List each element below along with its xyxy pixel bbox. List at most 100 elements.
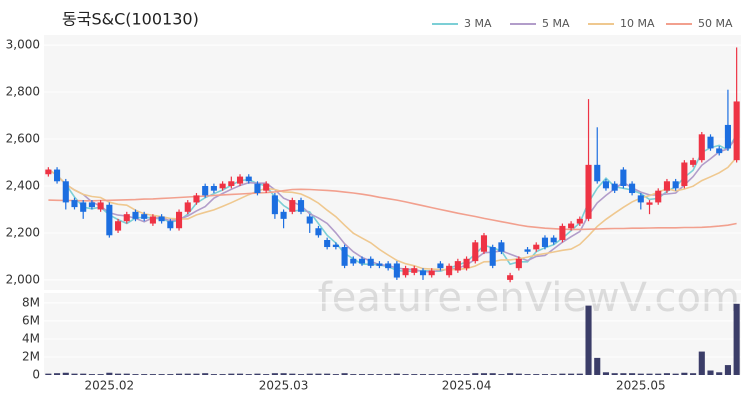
candle-body [115,221,122,231]
volume-bar [324,373,331,375]
y-tick-label: 2M [22,349,40,363]
candle-body [437,263,444,269]
candle-body [254,183,261,194]
volume-bar [663,373,670,375]
candle-body [646,202,653,205]
volume-bar [454,374,461,375]
volume-bar [132,374,139,375]
volume-bar [219,374,226,375]
candle-body [385,263,392,269]
candle-body [184,202,191,212]
candle-body [54,169,61,182]
volume-bar [515,373,522,375]
volume-bar [629,373,636,375]
volume-bar [332,374,339,375]
candle-body [358,258,366,264]
candle-body [71,200,78,208]
y-tick-label: 2,200 [6,225,40,239]
volume-bar [184,373,191,375]
candle-body [489,247,496,266]
volume-bar [280,373,287,375]
volume-bar [289,373,296,375]
volume-bar [54,373,61,375]
volume-bar [315,373,322,375]
volume-bar [297,374,305,375]
volume-bar [236,373,244,375]
candle-body [193,195,200,203]
volume-bar [707,370,714,375]
volume-bar [80,373,87,375]
y-tick-label: 2,600 [6,132,40,146]
candle-body [428,270,435,276]
volume-bar [158,374,165,375]
volume-bar [524,374,531,375]
candle-body [324,239,331,248]
candle-body [611,183,618,191]
volume-bar [141,374,148,375]
volume-bar [594,357,601,375]
volume-bar [585,305,592,375]
candle-body [707,136,714,149]
volume-bar [71,373,78,375]
candle-body [350,258,357,264]
candle-body [393,263,400,278]
legend-label: 10 MA [620,17,655,30]
volume-bar [149,374,156,375]
candle-body [158,216,165,222]
volume-bar [655,373,662,375]
candle-body [724,124,731,149]
candle-body [167,221,174,229]
candle-body [132,211,139,219]
volume-bar [698,351,705,375]
candle-body [655,190,662,203]
volume-bar [472,373,479,375]
candle-body [672,181,679,189]
candle-body [332,244,339,248]
volume-bar [672,373,679,375]
volume-bar [550,374,557,375]
candle-body [367,258,374,266]
volume-bar [245,374,252,375]
candle-body [106,204,113,236]
volume-bar [306,373,313,375]
volume-bar [358,374,366,375]
candle-body [698,134,705,161]
volume-bar [254,373,261,375]
volume-bar [559,373,566,375]
candle-body [245,176,252,182]
candle-body [45,169,52,175]
volume-bar [690,373,697,375]
candle-body [263,183,270,191]
volume-bar [123,373,130,375]
candle-body [62,181,69,203]
volume-bar [411,374,418,375]
volume-panel [44,293,741,375]
candle-body [141,214,148,219]
candle-body [733,101,740,161]
volume-bar [489,373,496,375]
volume-bar [733,303,740,375]
candle-body [411,268,418,273]
y-tick-label: 2,000 [6,272,40,286]
candle-body [594,164,601,182]
volume-bar [45,373,52,375]
candle-body [88,202,95,208]
legend-label: 5 MA [542,17,570,30]
x-tick-label: 2025.03 [259,379,309,393]
candle-body [507,275,514,280]
y-tick-label: 4M [22,331,40,345]
volume-bar [402,374,409,375]
candle-body [472,242,479,262]
candle-body [97,202,104,210]
candle-body [524,249,531,252]
candle-body [202,185,209,196]
candle-body [576,218,583,224]
candle-body [271,195,278,215]
candle-body [498,242,505,252]
candle-body [559,225,566,240]
volume-bar [463,374,470,375]
candle-body [463,258,470,269]
legend-label: 50 MA [698,17,733,30]
volume-bar [376,374,383,375]
chart-title: 동국S&C(100130) [62,10,199,29]
